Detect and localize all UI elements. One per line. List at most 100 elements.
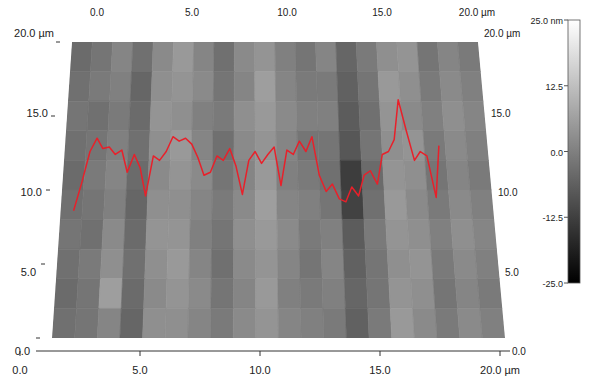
height-cell [193, 42, 214, 72]
height-cell [275, 72, 296, 102]
height-cell [211, 279, 234, 309]
height-cell [390, 308, 414, 338]
height-cell [451, 220, 475, 250]
height-cell [323, 308, 346, 338]
height-cell [301, 308, 324, 338]
x-tick-label-top: 15.0 [372, 7, 392, 18]
height-cell [256, 249, 278, 279]
colorbar-tick-label: 25.0 nm [530, 16, 563, 26]
x-tick [500, 351, 501, 356]
height-cell [458, 42, 481, 72]
height-cell [130, 72, 152, 102]
height-cell [103, 190, 126, 220]
height-cell [173, 42, 194, 72]
y-tick [46, 190, 50, 191]
height-cell [256, 279, 279, 309]
height-cell [102, 220, 125, 250]
height-cell [316, 72, 338, 102]
height-cell [255, 220, 277, 250]
height-cell [145, 249, 168, 279]
height-cell [68, 72, 91, 102]
height-cell [442, 101, 465, 131]
height-cell [446, 160, 470, 190]
height-cell [149, 131, 171, 161]
height-cell [298, 160, 320, 190]
afm-chart: 0.00.05.05.010.010.015.015.020.0 µm20.0 … [0, 0, 598, 384]
height-cell [336, 42, 358, 72]
height-cell [318, 131, 340, 161]
height-cell [234, 220, 256, 250]
height-cell [121, 279, 144, 309]
height-cell [449, 190, 473, 220]
height-cell [255, 160, 277, 190]
height-cell [404, 160, 427, 190]
y-tick-label-right: 5.0 [505, 267, 519, 278]
height-cell [295, 42, 316, 72]
height-cell [168, 220, 191, 250]
height-cell [299, 220, 322, 250]
colorbar [568, 20, 580, 283]
height-cell [319, 160, 341, 190]
height-cell [152, 42, 173, 72]
height-cell [191, 160, 213, 190]
height-cell [460, 72, 483, 102]
height-cell [465, 131, 489, 161]
height-cell [381, 131, 404, 161]
height-cell [278, 308, 301, 338]
height-cell [380, 101, 403, 131]
height-cell [411, 279, 435, 309]
height-cell [365, 249, 388, 279]
y-tick [56, 42, 60, 43]
height-cell [298, 190, 320, 220]
height-cell [170, 131, 192, 161]
height-cell [431, 249, 455, 279]
height-cell [276, 101, 297, 131]
height-cell [233, 249, 255, 279]
height-cell [82, 190, 105, 220]
base-axis-line [36, 351, 510, 352]
height-cell [66, 101, 89, 131]
height-cell [214, 42, 235, 72]
x-tick-label-top: 0.0 [90, 7, 104, 18]
x-tick-label: 15.0 [369, 364, 390, 376]
height-cell [296, 101, 318, 131]
height-cell [463, 101, 486, 131]
height-cell [384, 190, 407, 220]
height-cell [213, 101, 234, 131]
height-cell [165, 308, 188, 338]
height-cell [322, 279, 345, 309]
height-cell [169, 190, 191, 220]
height-cell [407, 220, 431, 250]
height-cell [212, 220, 234, 250]
height-cell [190, 220, 212, 250]
height-cell [340, 160, 363, 190]
height-cell [75, 308, 99, 338]
height-cell [108, 101, 130, 131]
height-cell [191, 131, 213, 161]
height-cell [321, 249, 344, 279]
height-cell [80, 220, 103, 250]
height-cell [256, 308, 279, 338]
x-tick-label: 0.0 [12, 364, 27, 376]
height-cell [480, 308, 505, 338]
height-cell [427, 190, 451, 220]
height-cell [475, 249, 500, 279]
height-cell [146, 220, 169, 250]
height-cell [70, 42, 92, 72]
x-tick-label-top: 10.0 [277, 7, 297, 18]
x-tick-label: 5.0 [132, 364, 147, 376]
x-tick [380, 351, 381, 356]
colorbar-tick [564, 85, 568, 86]
colorbar-tick-label: -12.5 [542, 213, 563, 223]
y-tick-label-right: 15.0 [491, 108, 511, 119]
y-tick-label: 15.0 [27, 107, 48, 119]
height-cell [125, 190, 148, 220]
height-cell [277, 249, 300, 279]
height-cell [192, 101, 213, 131]
height-cell [317, 101, 339, 131]
height-cell [345, 308, 369, 338]
height-cell [64, 131, 87, 161]
height-cell [276, 131, 298, 161]
height-cell [172, 72, 193, 102]
height-cell [470, 190, 494, 220]
